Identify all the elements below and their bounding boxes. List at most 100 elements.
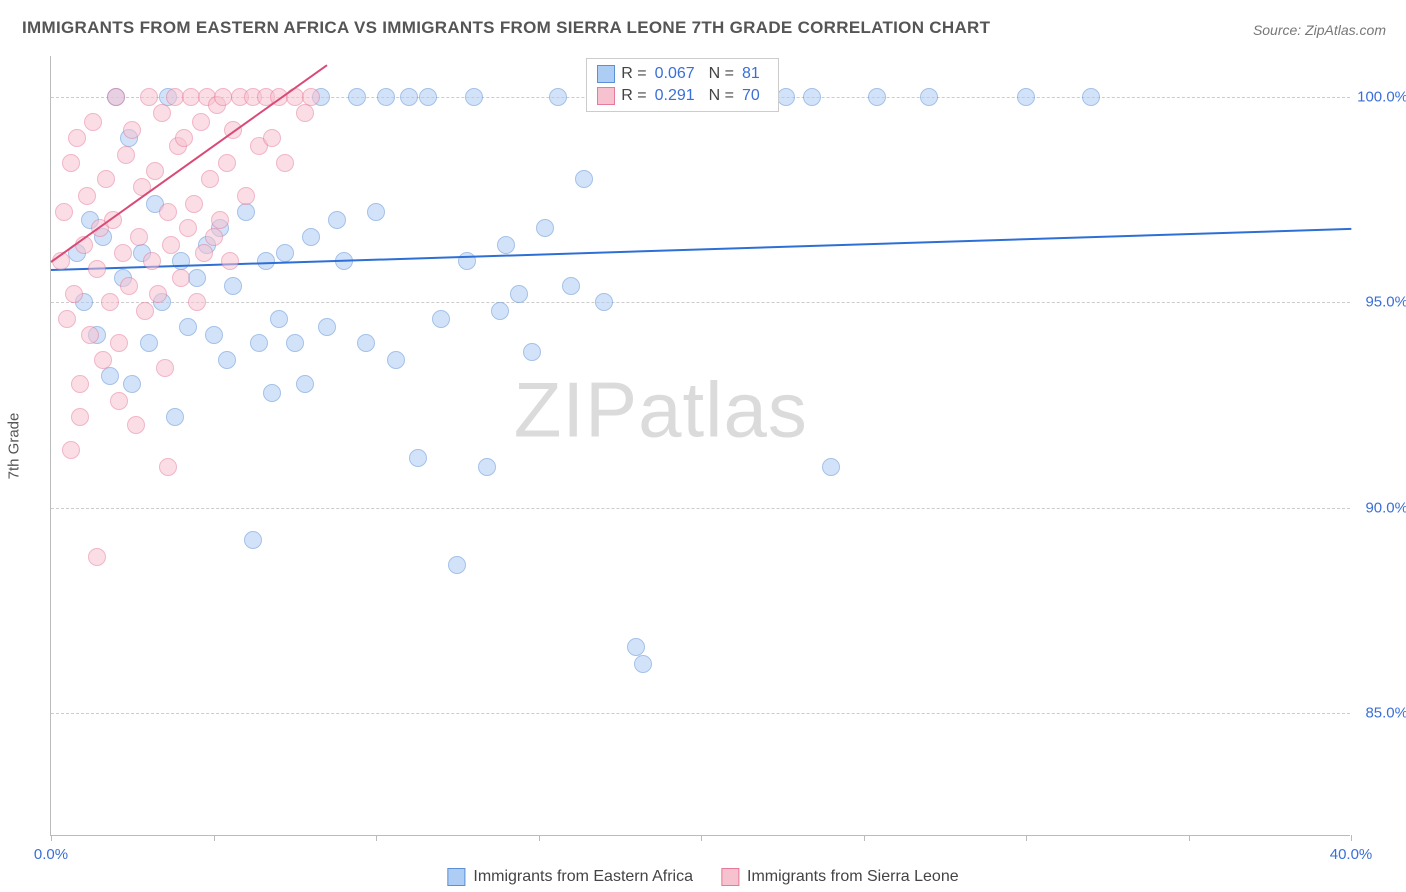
data-point	[140, 88, 158, 106]
data-point	[81, 326, 99, 344]
data-point	[409, 449, 427, 467]
data-point	[140, 334, 158, 352]
data-point	[114, 244, 132, 262]
data-point	[270, 310, 288, 328]
plot-area: 85.0%90.0%95.0%100.0%0.0%40.0%	[50, 56, 1350, 836]
legend-swatch	[597, 65, 615, 83]
data-point	[101, 293, 119, 311]
data-point	[136, 302, 154, 320]
bottom-legend: Immigrants from Eastern Africa Immigrants…	[447, 868, 958, 886]
data-point	[296, 375, 314, 393]
data-point	[156, 359, 174, 377]
data-point	[536, 219, 554, 237]
chart-title: IMMIGRANTS FROM EASTERN AFRICA VS IMMIGR…	[22, 18, 990, 38]
legend-r-label: R =	[621, 65, 646, 83]
data-point	[296, 104, 314, 122]
data-point	[201, 170, 219, 188]
data-point	[143, 252, 161, 270]
legend-n-value: 81	[742, 65, 760, 83]
data-point	[101, 367, 119, 385]
y-tick-label: 90.0%	[1356, 499, 1406, 516]
data-point	[130, 228, 148, 246]
data-point	[195, 244, 213, 262]
data-point	[302, 228, 320, 246]
data-point	[218, 154, 236, 172]
data-point	[185, 195, 203, 213]
data-point	[205, 228, 223, 246]
data-point	[97, 170, 115, 188]
data-point	[803, 88, 821, 106]
x-tick	[1189, 835, 1190, 841]
grid-line	[51, 508, 1350, 509]
y-axis-title: 7th Grade	[6, 413, 23, 480]
x-tick	[51, 835, 52, 841]
data-point	[367, 203, 385, 221]
data-point	[491, 302, 509, 320]
bottom-legend-item: Immigrants from Sierra Leone	[721, 868, 959, 886]
data-point	[123, 375, 141, 393]
data-point	[110, 392, 128, 410]
data-point	[432, 310, 450, 328]
data-point	[88, 548, 106, 566]
legend-r-value: 0.291	[655, 87, 695, 105]
x-tick-label: 40.0%	[1330, 846, 1373, 863]
data-point	[149, 285, 167, 303]
legend-row: R =0.291N =70	[597, 85, 768, 107]
data-point	[562, 277, 580, 295]
data-point	[62, 441, 80, 459]
data-point	[58, 310, 76, 328]
data-point	[634, 655, 652, 673]
data-point	[263, 129, 281, 147]
data-point	[65, 285, 83, 303]
x-tick	[701, 835, 702, 841]
data-point	[175, 129, 193, 147]
grid-line	[51, 302, 1350, 303]
data-point	[172, 252, 190, 270]
data-point	[166, 408, 184, 426]
data-point	[71, 408, 89, 426]
x-tick	[376, 835, 377, 841]
data-point	[777, 88, 795, 106]
bottom-legend-label: Immigrants from Sierra Leone	[747, 868, 959, 886]
data-point	[123, 121, 141, 139]
data-point	[478, 458, 496, 476]
data-point	[497, 236, 515, 254]
data-point	[328, 211, 346, 229]
data-point	[179, 318, 197, 336]
correlation-legend: R =0.067N =81R =0.291N =70	[586, 58, 779, 112]
data-point	[110, 334, 128, 352]
data-point	[276, 154, 294, 172]
y-tick-label: 85.0%	[1356, 704, 1406, 721]
data-point	[127, 416, 145, 434]
data-point	[68, 129, 86, 147]
data-point	[188, 269, 206, 287]
data-point	[348, 88, 366, 106]
data-point	[224, 277, 242, 295]
data-point	[172, 269, 190, 287]
data-point	[192, 113, 210, 131]
data-point	[78, 187, 96, 205]
data-point	[465, 88, 483, 106]
data-point	[71, 375, 89, 393]
data-point	[117, 146, 135, 164]
data-point	[162, 236, 180, 254]
data-point	[244, 531, 262, 549]
x-tick-label: 0.0%	[34, 846, 68, 863]
data-point	[188, 293, 206, 311]
data-point	[88, 260, 106, 278]
legend-swatch	[597, 87, 615, 105]
y-tick-label: 100.0%	[1356, 89, 1406, 106]
data-point	[400, 88, 418, 106]
data-point	[159, 458, 177, 476]
data-point	[549, 88, 567, 106]
y-tick-label: 95.0%	[1356, 294, 1406, 311]
bottom-legend-label: Immigrants from Eastern Africa	[473, 868, 693, 886]
data-point	[159, 203, 177, 221]
data-point	[120, 277, 138, 295]
data-point	[1082, 88, 1100, 106]
x-tick	[539, 835, 540, 841]
legend-n-label: N =	[709, 87, 734, 105]
data-point	[62, 154, 80, 172]
data-point	[357, 334, 375, 352]
legend-n-value: 70	[742, 87, 760, 105]
